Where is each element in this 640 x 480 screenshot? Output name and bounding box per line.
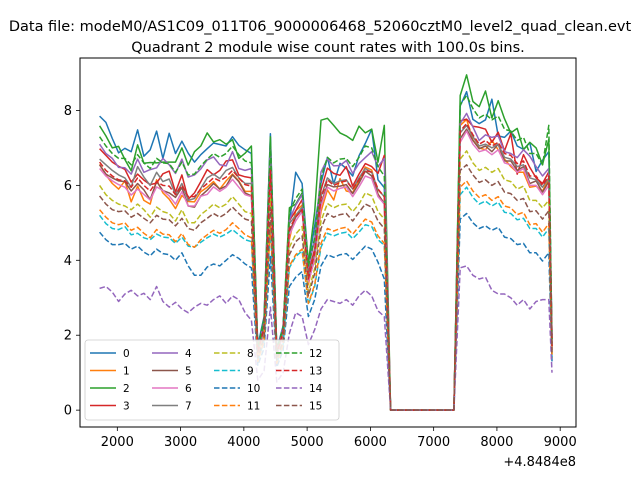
plot-frame — [79, 57, 577, 428]
axes-title: Quadrant 2 module wise count rates with … — [131, 40, 525, 56]
x-tick-label: 6000 — [354, 435, 387, 450]
series-line-10 — [99, 212, 553, 411]
series-line-15 — [99, 164, 553, 411]
y-tick-label: 2 — [64, 329, 72, 344]
legend-label-5: 5 — [185, 366, 192, 378]
x-tick-label: 9000 — [544, 435, 577, 450]
legend-label-6: 6 — [185, 383, 192, 395]
legend-label-2: 2 — [123, 383, 130, 395]
legend-box — [84, 339, 340, 421]
series-line-11 — [99, 180, 553, 411]
x-tick-label: 5000 — [291, 435, 324, 450]
legend-label-11: 11 — [247, 401, 260, 413]
y-tick-label: 8 — [64, 104, 72, 119]
series-line-12 — [98, 94, 553, 411]
legend-label-9: 9 — [247, 366, 254, 378]
y-tick-label: 0 — [64, 404, 72, 419]
legend-label-7: 7 — [185, 401, 192, 413]
series-line-4 — [98, 112, 553, 411]
y-tick-label: 4 — [64, 254, 72, 269]
series-line-8 — [98, 150, 553, 411]
legend-label-0: 0 — [123, 348, 130, 360]
x-offset-label: +4.8484e8 — [503, 455, 576, 470]
x-tick-label: 4000 — [227, 435, 260, 450]
series-line-5 — [98, 128, 553, 411]
legend-label-3: 3 — [123, 401, 130, 413]
legend-label-10: 10 — [247, 383, 260, 395]
y-tick-label: 6 — [64, 179, 72, 194]
series-line-6 — [99, 130, 553, 411]
series-line-14 — [99, 265, 553, 411]
series-line-9 — [99, 186, 553, 411]
x-tick-label: 3000 — [164, 435, 197, 450]
x-axis: 2000 3000 4000 5000 6000 7000 8000 9000 — [101, 427, 577, 450]
x-tick-label: 8000 — [480, 435, 513, 450]
legend-label-14: 14 — [309, 383, 323, 395]
legend-label-13: 13 — [309, 366, 322, 378]
series-line-2 — [98, 74, 553, 411]
legend-label-4: 4 — [185, 348, 192, 360]
series-line-13 — [99, 122, 553, 411]
series-line-3 — [99, 118, 553, 411]
legend-label-15: 15 — [309, 401, 322, 413]
x-tick-label: 7000 — [417, 435, 450, 450]
legend-label-8: 8 — [247, 348, 254, 360]
legend-label-12: 12 — [309, 348, 322, 360]
y-axis: 0 2 4 6 8 — [64, 104, 80, 419]
x-tick-label: 2000 — [101, 435, 134, 450]
series-layer — [98, 74, 553, 411]
figure-suptitle: Data file: modeM0/AS1C09_011T06_90000064… — [9, 19, 632, 35]
legend-label-1: 1 — [123, 366, 130, 378]
